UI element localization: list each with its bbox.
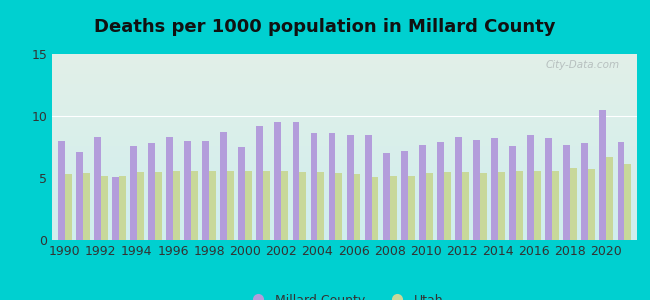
Bar (462, 172, 469, 240)
Bar (263, 171, 270, 240)
Bar (408, 176, 415, 240)
Bar (94, 137, 101, 240)
Bar (119, 176, 125, 240)
Bar (300, 172, 306, 240)
Bar (76, 152, 83, 240)
Bar (209, 171, 216, 240)
Bar (173, 171, 180, 240)
Text: City-Data.com: City-Data.com (545, 60, 619, 70)
Bar (311, 134, 317, 240)
Bar (444, 172, 450, 240)
Bar (426, 173, 433, 240)
Bar (509, 146, 516, 240)
Bar (625, 164, 631, 240)
Bar (292, 122, 300, 240)
Bar (245, 171, 252, 240)
Bar (329, 134, 335, 240)
Bar (599, 110, 606, 240)
Bar (498, 172, 505, 240)
Bar (516, 171, 523, 240)
Bar (419, 145, 426, 240)
Bar (534, 171, 541, 240)
Bar (58, 141, 64, 240)
Bar (274, 122, 281, 240)
Bar (401, 151, 408, 240)
Bar (64, 174, 72, 240)
Bar (112, 177, 119, 240)
Bar (383, 153, 389, 240)
Bar (227, 171, 234, 240)
Bar (552, 171, 559, 240)
Bar (83, 173, 90, 240)
Bar (346, 135, 354, 240)
Bar (588, 169, 595, 240)
Bar (389, 176, 396, 240)
Bar (130, 146, 137, 240)
Bar (564, 145, 570, 240)
Bar (137, 172, 144, 240)
Bar (480, 173, 487, 240)
Bar (491, 138, 498, 240)
Bar (437, 142, 444, 240)
Bar (606, 157, 613, 240)
Bar (256, 126, 263, 240)
Bar (191, 171, 198, 240)
Bar (148, 143, 155, 240)
Bar (618, 142, 625, 240)
Bar (473, 140, 480, 240)
Bar (581, 143, 588, 240)
Bar (354, 174, 360, 240)
Bar (545, 138, 552, 240)
Bar (239, 147, 245, 240)
Bar (372, 177, 378, 240)
Bar (184, 141, 191, 240)
Text: Deaths per 1000 population in Millard County: Deaths per 1000 population in Millard Co… (94, 18, 556, 36)
Bar (365, 135, 372, 240)
Legend: Millard County, Utah: Millard County, Utah (240, 289, 448, 300)
Bar (317, 172, 324, 240)
Bar (570, 168, 577, 240)
Bar (166, 137, 173, 240)
Bar (101, 176, 108, 240)
Bar (202, 141, 209, 240)
Bar (455, 137, 462, 240)
Bar (220, 132, 227, 240)
Bar (527, 135, 534, 240)
Bar (335, 173, 343, 240)
Bar (281, 171, 288, 240)
Bar (155, 172, 162, 240)
